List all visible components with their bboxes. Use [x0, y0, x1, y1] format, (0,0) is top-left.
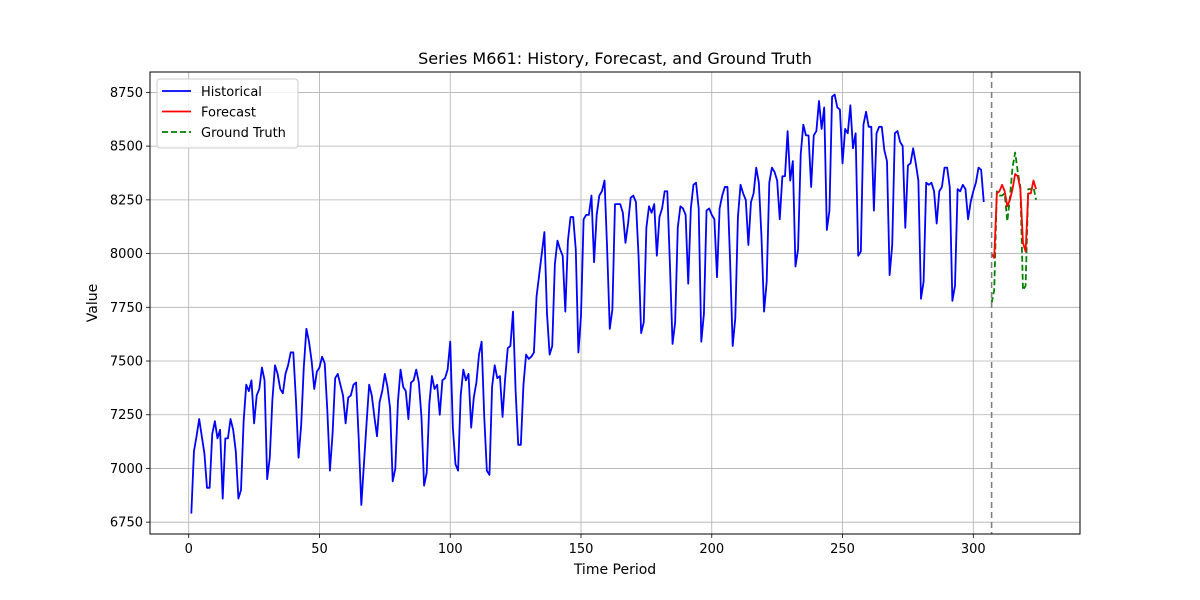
x-tick-label: 0	[185, 542, 193, 557]
y-tick-label: 7000	[110, 462, 143, 477]
y-tick-label: 8000	[110, 247, 143, 262]
legend-label-ground-truth: Ground Truth	[201, 126, 286, 141]
x-tick-label: 300	[961, 542, 986, 557]
x-tick-label: 250	[830, 542, 855, 557]
legend: Historical Forecast Ground Truth	[156, 78, 299, 149]
x-tick-label: 100	[438, 542, 463, 557]
axes: 0 50 100 150 200 250 300 6750 7000 7250 7500 7750 80…	[110, 86, 986, 557]
x-tick-label: 200	[699, 542, 724, 557]
y-tick-label: 7750	[110, 301, 143, 316]
x-tick-label: 50	[311, 542, 328, 557]
y-tick-label: 8500	[110, 140, 143, 155]
historical-series-line	[190, 93, 985, 514]
y-axis-label: Value	[85, 284, 101, 322]
x-tick-label: 150	[569, 542, 594, 557]
ground-truth-series-line	[990, 151, 1037, 304]
legend-box	[156, 78, 299, 149]
y-tick-label: 6750	[110, 516, 143, 531]
y-tick-label: 8750	[110, 86, 143, 101]
legend-label-forecast: Forecast	[201, 106, 256, 121]
chart-title: Series M661: History, Forecast, and Grou…	[418, 49, 812, 68]
y-tick-label: 7250	[110, 408, 143, 423]
x-axis-label: Time Period	[573, 562, 656, 578]
y-tick-label: 7500	[110, 355, 143, 370]
plot-area-frame	[149, 71, 1081, 535]
grid-lines	[150, 72, 1080, 534]
legend-label-historical: Historical	[201, 85, 262, 100]
y-tick-label: 8250	[110, 193, 143, 208]
series-lines	[190, 93, 1037, 514]
forecast-series-line	[990, 173, 1037, 259]
